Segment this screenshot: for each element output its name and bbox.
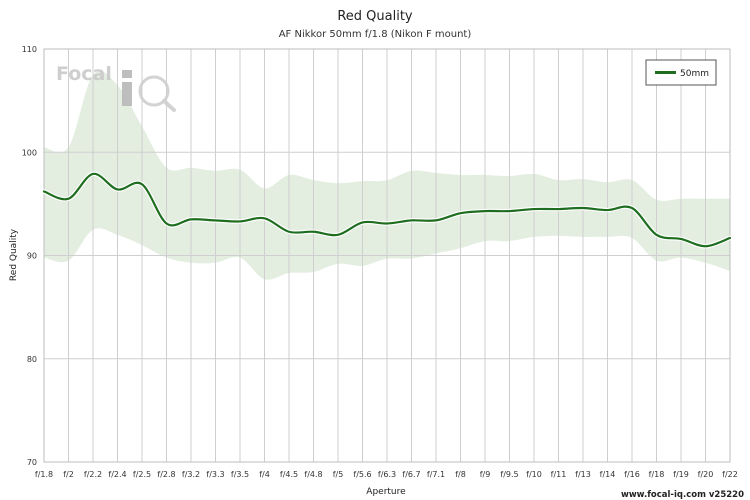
data-point [116, 188, 119, 191]
data-point [435, 219, 437, 221]
data-point [141, 183, 143, 185]
x-tick-label: f/4.8 [304, 470, 322, 479]
x-tick-label: f/5 [333, 470, 344, 479]
x-tick-label: f/4.5 [280, 470, 298, 479]
x-tick-label: f/2.5 [133, 470, 151, 479]
x-tick-label: f/6.7 [402, 470, 420, 479]
data-point [729, 237, 731, 239]
magnifier-icon [138, 75, 170, 107]
data-point [214, 219, 217, 221]
x-tick-label: f/22 [722, 470, 738, 479]
y-tick-label: 80 [27, 355, 37, 364]
data-point [43, 190, 45, 193]
footer-credit: www.focal-iq.com v25220 [621, 490, 744, 500]
data-point [410, 219, 413, 221]
data-point [680, 238, 682, 240]
x-tick-label: f/1.8 [35, 470, 53, 479]
chart-title: Red Quality [337, 9, 413, 24]
x-tick-label: f/2.8 [157, 470, 175, 479]
logo-text-focal: Focal [56, 63, 112, 85]
data-point [361, 221, 364, 224]
data-point [288, 231, 290, 233]
data-point [337, 234, 339, 236]
data-point [67, 198, 70, 200]
magnifier-handle-icon [162, 99, 176, 112]
x-tick-label: f/11 [551, 470, 567, 479]
x-axis-label: Aperture [366, 487, 406, 497]
x-tick-label: f/2.2 [84, 470, 102, 479]
data-point [606, 209, 609, 211]
y-axis-label: Red Quality [9, 228, 19, 281]
plot-border [43, 48, 731, 463]
x-tick-label: f/5.6 [353, 470, 371, 479]
x-tick-label: f/20 [698, 470, 714, 479]
legend-label-50mm: 50mm [680, 69, 709, 79]
logo-i-stem [122, 82, 132, 106]
legend: 50mm [645, 59, 717, 86]
data-point [165, 222, 168, 225]
data-point [263, 217, 266, 219]
data-point [239, 220, 241, 223]
x-tick-label: f/3.3 [206, 470, 224, 479]
axis-layer: 70 80 90 100 110 f/1.8 f/2 f/2.2 f/2.4 f/2.5 f/2.8… [22, 45, 738, 479]
data-point [459, 212, 462, 214]
y-tick-label: 70 [27, 458, 37, 467]
x-tick-label: f/7.1 [427, 470, 445, 479]
logo-i-dot [122, 70, 132, 78]
x-tick-label: f/9.5 [500, 470, 518, 479]
series-layer [41, 171, 733, 249]
data-point [484, 210, 486, 212]
data-point [386, 222, 388, 225]
data-point [557, 208, 560, 210]
data-point [92, 173, 94, 175]
x-tick-label: f/3.2 [182, 470, 200, 479]
x-tick-label: f/2.4 [108, 470, 126, 479]
focal-iq-watermark-logo: Focal iQ [56, 63, 176, 112]
x-tick-label: f/9 [480, 470, 491, 479]
data-point [508, 210, 511, 212]
data-point [582, 207, 584, 209]
chart-subtitle: AF Nikkor 50mm f/1.8 (Nikon F mount) [279, 29, 472, 40]
x-tick-label: f/19 [673, 470, 689, 479]
x-tick-label: f/4 [259, 470, 270, 479]
data-point [704, 245, 707, 247]
x-tick-label: f/8 [455, 470, 466, 479]
x-tick-label: f/13 [575, 470, 591, 479]
y-tick-label: 100 [22, 148, 37, 157]
data-point [533, 208, 535, 210]
x-tick-label: f/2 [63, 470, 74, 479]
y-tick-label: 110 [22, 45, 37, 54]
data-point [312, 231, 315, 233]
x-tick-label: f/14 [600, 470, 616, 479]
data-point [655, 234, 658, 236]
x-tick-label: f/6.3 [378, 470, 396, 479]
data-point [190, 218, 192, 220]
x-tick-label: f/16 [624, 470, 640, 479]
x-tick-label: f/10 [526, 470, 542, 479]
data-point [631, 207, 633, 209]
y-tick-label: 90 [27, 252, 37, 261]
x-tick-label: f/3.5 [231, 470, 249, 479]
x-tick-label: f/18 [649, 470, 665, 479]
grid-layer [43, 48, 731, 463]
